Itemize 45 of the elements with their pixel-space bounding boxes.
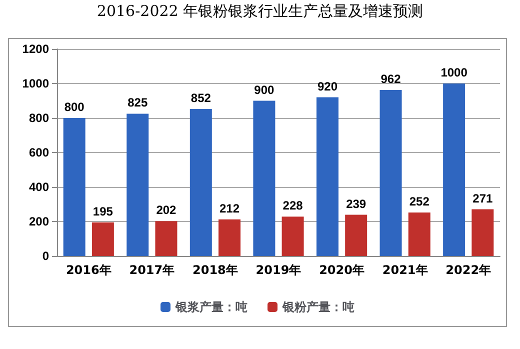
x-tick-label: 2016年 (66, 263, 112, 277)
data-label: 252 (409, 194, 430, 209)
bar (408, 212, 430, 256)
x-tick-label: 2021年 (382, 263, 428, 277)
x-tick-label: 2019年 (256, 263, 302, 277)
bar (253, 100, 276, 256)
x-tick-label: 2020年 (319, 263, 364, 277)
chart-title: 2016-2022 年银粉银浆行业生产总量及增速预测 (96, 2, 424, 21)
data-label: 962 (380, 72, 402, 86)
data-label: 800 (64, 100, 85, 114)
y-tick-label: 400 (28, 180, 50, 194)
y-tick-label: 0 (42, 249, 50, 263)
bar (92, 222, 114, 256)
data-label: 195 (92, 204, 114, 218)
data-label: 239 (346, 196, 366, 211)
y-tick-label: 1000 (22, 76, 50, 90)
data-label: 228 (282, 198, 304, 213)
data-label: 900 (254, 82, 275, 97)
data-label: 825 (128, 96, 148, 110)
legend-label: 银浆产量：吨 (174, 300, 248, 314)
data-label: 1000 (440, 66, 468, 80)
y-tick-label: 200 (28, 214, 50, 228)
legend-label: 银粉产量：吨 (282, 300, 354, 314)
bar (316, 97, 338, 256)
x-tick-label: 2017年 (129, 263, 175, 277)
bar (443, 84, 466, 256)
bar (63, 118, 86, 256)
data-label: 271 (472, 191, 493, 206)
data-label: 920 (317, 79, 338, 94)
x-tick-label: 2022年 (446, 263, 492, 277)
bar (282, 216, 304, 256)
bar (472, 209, 494, 256)
data-label: 202 (156, 203, 177, 218)
y-tick-label: 800 (28, 111, 50, 125)
bar (218, 219, 241, 256)
y-tick-label: 1200 (22, 42, 50, 56)
data-label: 852 (190, 91, 212, 106)
bar (155, 221, 178, 256)
data-label: 212 (220, 201, 240, 216)
bar (190, 109, 212, 256)
bar (380, 90, 402, 256)
x-tick-label: 2018年 (192, 263, 238, 277)
bar (345, 214, 368, 256)
y-tick-label: 600 (28, 146, 50, 160)
bar (126, 114, 149, 256)
